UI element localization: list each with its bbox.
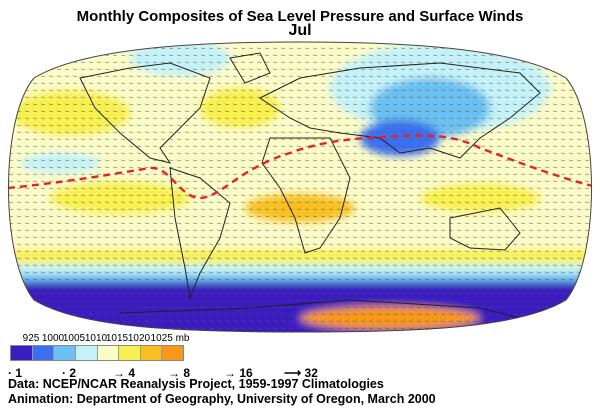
tick-label: 1000 — [41, 333, 65, 344]
pressure-color-bar — [10, 345, 184, 361]
tick-label: 1005 — [62, 333, 86, 344]
pressure-ticks: 925 1000 1005 1010 1015 1020 1025 mb — [10, 333, 210, 345]
wind-label: 32 — [304, 366, 318, 380]
swatch — [54, 346, 76, 360]
tick-label: 1010 — [84, 333, 108, 344]
wind-label: 8 — [183, 366, 191, 380]
month-label: Jul — [288, 22, 312, 39]
world-pressure-map — [8, 41, 592, 333]
swatch — [162, 346, 183, 360]
wind-vectors — [8, 42, 592, 332]
tick-label: 1015 — [105, 333, 129, 344]
pressure-legend: 925 1000 1005 1010 1015 1020 1025 mb — [10, 333, 210, 361]
map-title: Monthly Composites of Sea Level Pressure… — [76, 8, 524, 25]
tick-label: 925 — [22, 333, 40, 344]
swatch — [97, 346, 120, 360]
tick-label: 1020 — [127, 333, 151, 344]
wind-label: 1 — [15, 366, 23, 380]
wind-label: 16 — [239, 366, 253, 380]
animation-credit: Animation: Department of Geography, Univ… — [8, 392, 436, 406]
wind-label: 4 — [128, 366, 136, 380]
swatch — [32, 346, 55, 360]
map-border — [8, 41, 592, 333]
itcz-line — [8, 134, 592, 200]
swatch — [119, 346, 141, 360]
wind-label: 2 — [69, 366, 77, 380]
coastlines — [79, 52, 541, 324]
data-credit: Data: NCEP/NCAR Reanalysis Project, 1959… — [8, 377, 384, 391]
swatch — [11, 346, 33, 360]
swatch — [75, 346, 98, 360]
swatch — [140, 346, 163, 360]
tick-label: 1025 mb — [150, 333, 190, 344]
